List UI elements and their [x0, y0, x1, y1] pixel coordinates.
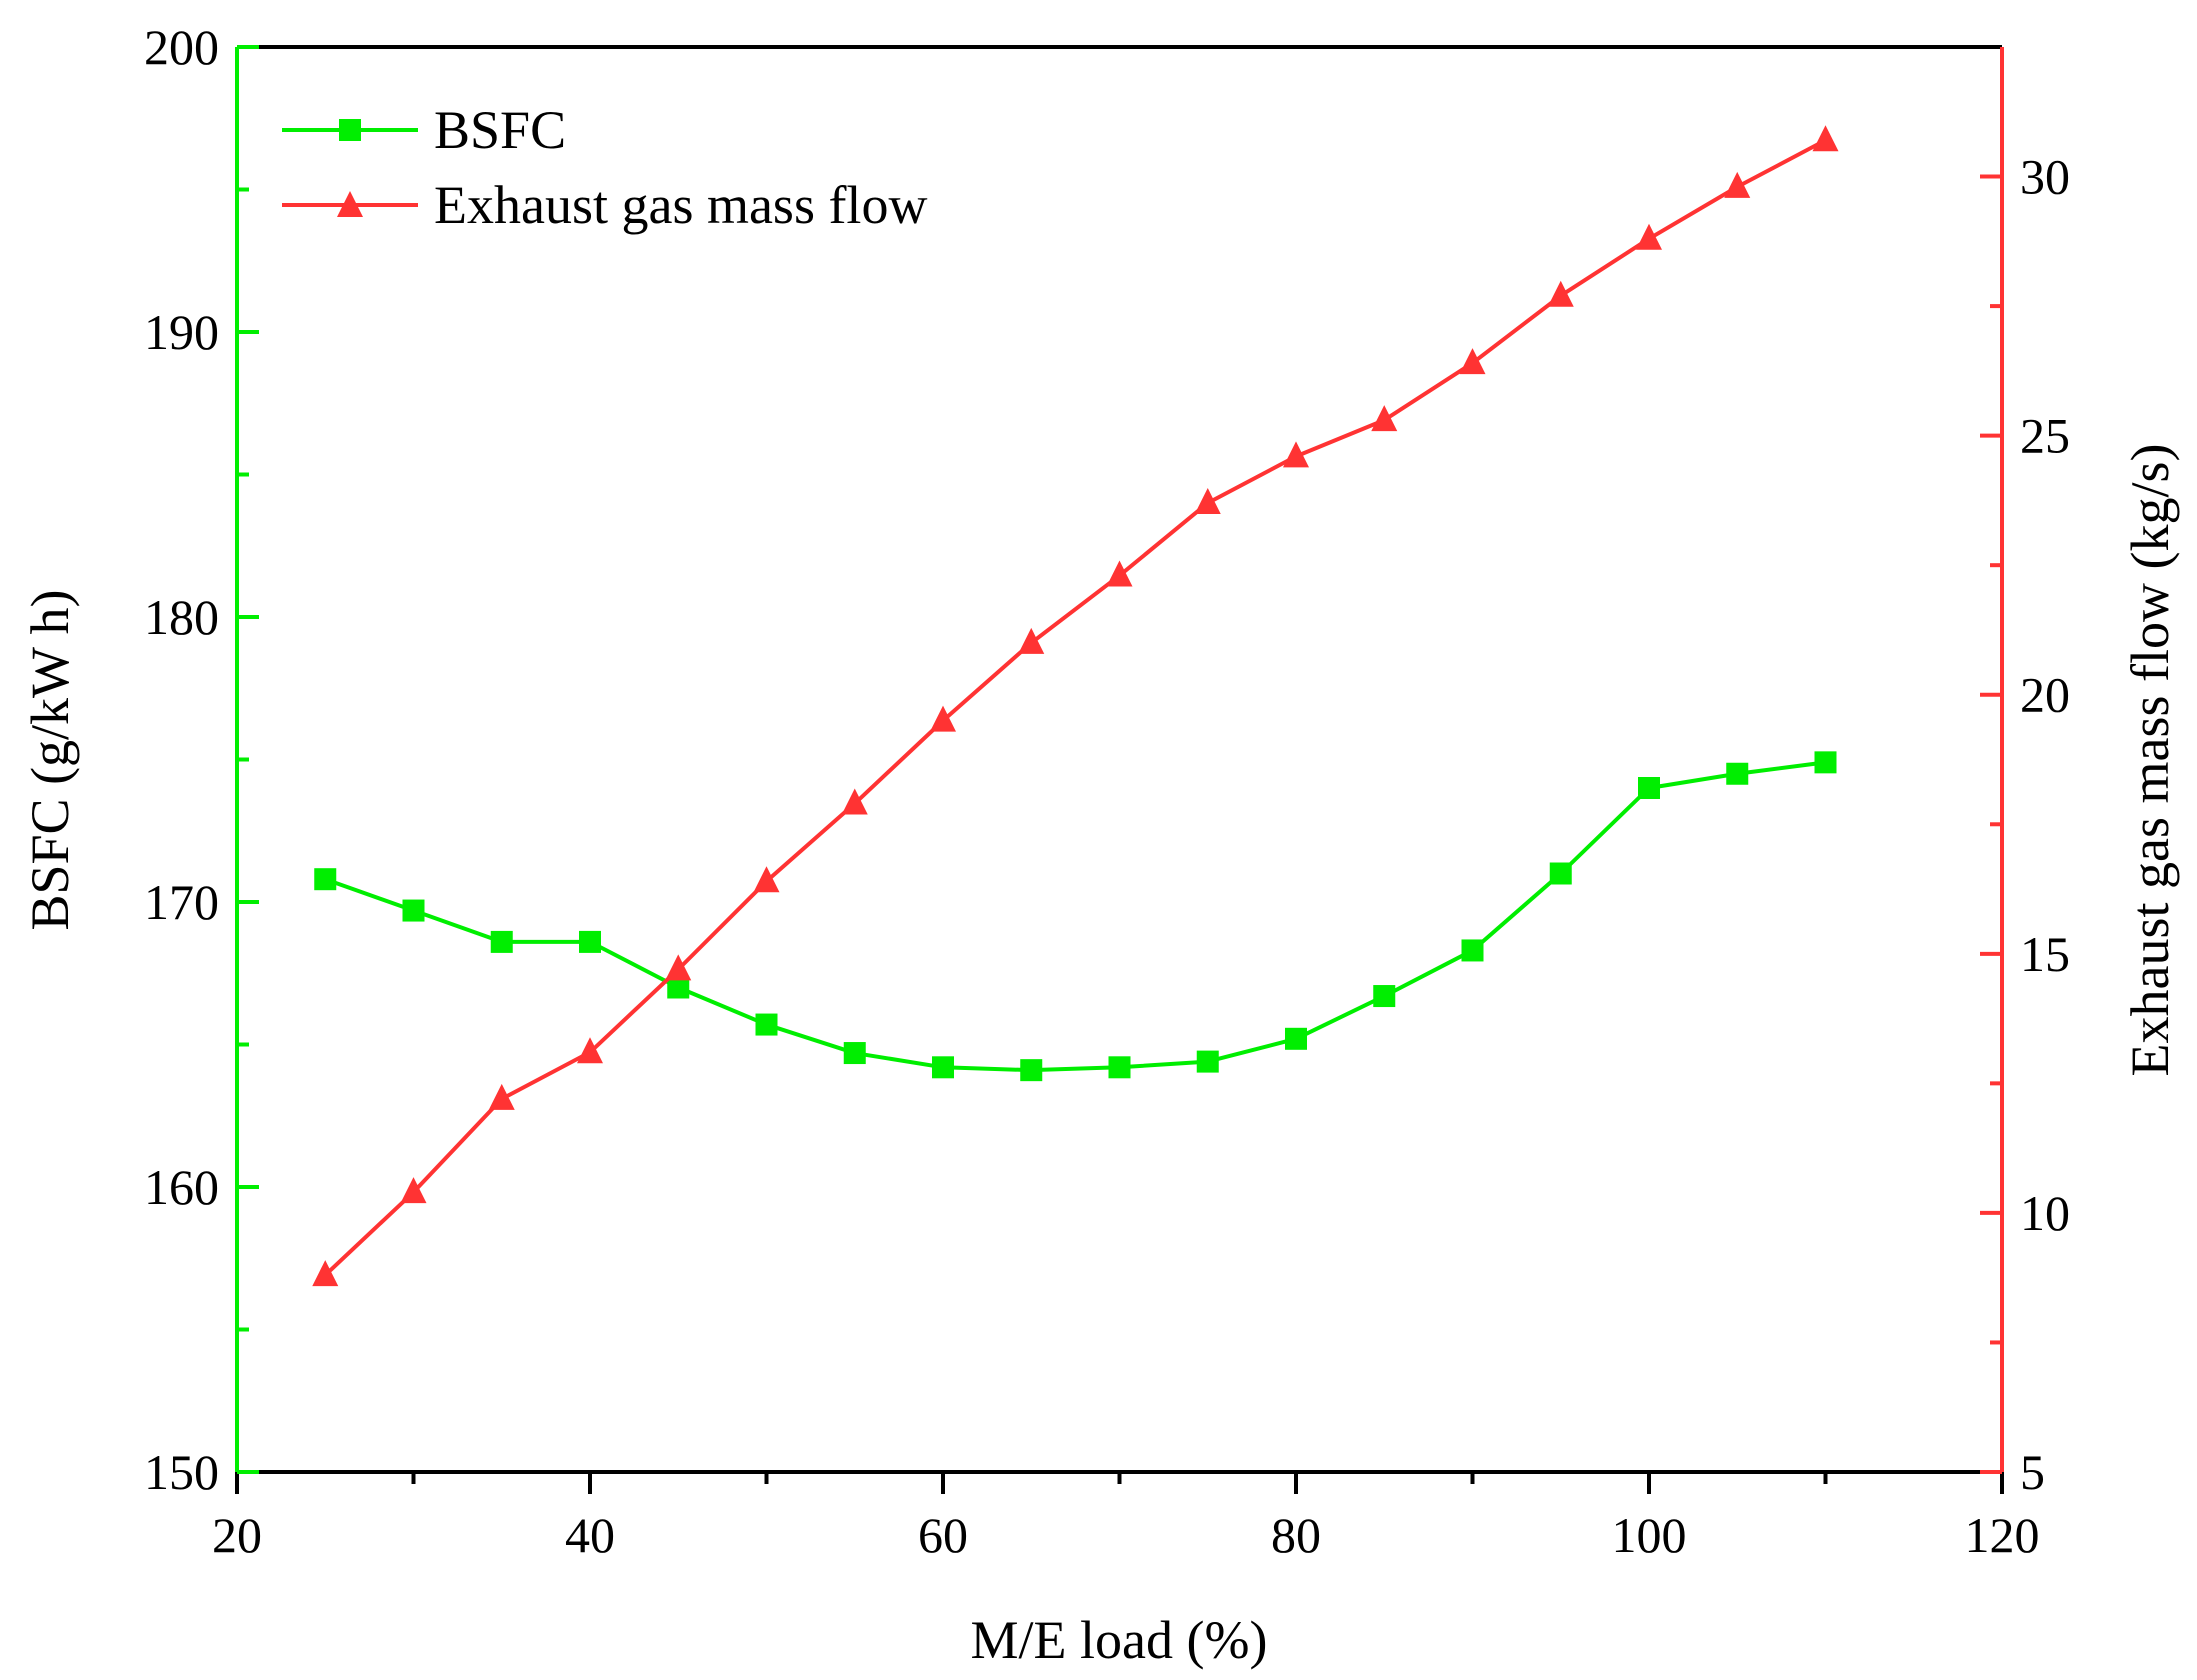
data-point-bsfc — [1461, 939, 1484, 962]
data-point-exhaust — [1371, 405, 1398, 432]
data-point-bsfc — [1549, 862, 1572, 885]
series-line-bsfc — [324, 760, 1826, 1073]
data-point-exhaust — [1547, 280, 1574, 307]
data-point-exhaust — [665, 954, 692, 981]
data-point-exhaust — [488, 1083, 515, 1110]
data-point-bsfc — [1285, 1027, 1307, 1050]
data-point-bsfc — [579, 930, 601, 953]
data-point-bsfc — [755, 1013, 778, 1036]
data-point-exhaust — [1194, 488, 1221, 514]
data-point-exhaust — [1812, 125, 1839, 152]
y-tick-label: 200 — [144, 19, 219, 75]
data-point-exhaust — [1283, 441, 1309, 468]
data-point-bsfc — [1373, 985, 1396, 1008]
x-tick-label: 40 — [565, 1507, 615, 1563]
data-point-bsfc — [932, 1056, 954, 1079]
data-point-exhaust — [1724, 171, 1751, 198]
data-point-exhaust — [841, 788, 868, 815]
x-tick-label: 100 — [1612, 1507, 1687, 1563]
data-point-bsfc — [490, 930, 513, 953]
y-tick-label: 190 — [144, 304, 219, 360]
x-tick-label: 20 — [212, 1507, 262, 1563]
y2-tick-label: 10 — [2020, 1185, 2070, 1241]
legend: BSFC Exhaust gas mass flow — [282, 100, 927, 235]
y2-axis-title: Exhaust gas mass flow (kg/s) — [2120, 444, 2180, 1077]
x-tick-label: 80 — [1271, 1507, 1321, 1563]
data-point-exhaust — [577, 1037, 603, 1064]
y2-tick-label: 25 — [2020, 408, 2070, 464]
y-tick-label: 160 — [144, 1159, 219, 1215]
data-point-bsfc — [1814, 751, 1837, 774]
data-point-bsfc — [1108, 1056, 1131, 1079]
data-point-exhaust — [1018, 627, 1045, 654]
data-point-exhaust — [1106, 560, 1133, 587]
legend-marker-bsfc — [339, 119, 361, 141]
data-point-exhaust — [1636, 223, 1662, 250]
y-axis-title: BSFC (g/kW h) — [20, 589, 80, 930]
data-point-exhaust — [753, 866, 780, 893]
y-tick-label: 170 — [144, 874, 219, 930]
data-point-exhaust — [400, 1177, 427, 1204]
x-tick-label: 120 — [1965, 1507, 2040, 1563]
y2-tick-label: 15 — [2020, 926, 2070, 982]
data-point-bsfc — [843, 1042, 866, 1065]
y2-tick-label: 30 — [2020, 149, 2070, 205]
series-line-exhaust — [323, 138, 1827, 1277]
data-point-exhaust — [312, 1260, 339, 1287]
data-point-bsfc — [314, 868, 337, 891]
data-point-exhaust — [930, 705, 956, 732]
data-point-bsfc — [1726, 762, 1749, 785]
data-point-exhaust — [1459, 348, 1486, 375]
x-tick-label: 60 — [918, 1507, 968, 1563]
legend-label-bsfc: BSFC — [434, 100, 566, 160]
data-point-bsfc — [1020, 1059, 1043, 1082]
data-point-bsfc — [402, 899, 425, 922]
data-point-bsfc — [667, 976, 690, 999]
y2-tick-label: 5 — [2020, 1444, 2045, 1500]
y-tick-label: 150 — [144, 1444, 219, 1500]
y2-tick-label: 20 — [2020, 667, 2070, 723]
y-tick-label: 180 — [144, 589, 219, 645]
legend-marker-exhaust — [337, 191, 363, 217]
x-axis-title: M/E load (%) — [971, 1610, 1268, 1670]
legend-label-exhaust: Exhaust gas mass flow — [434, 175, 927, 235]
data-point-bsfc — [1638, 777, 1660, 799]
data-point-bsfc — [1196, 1050, 1219, 1073]
